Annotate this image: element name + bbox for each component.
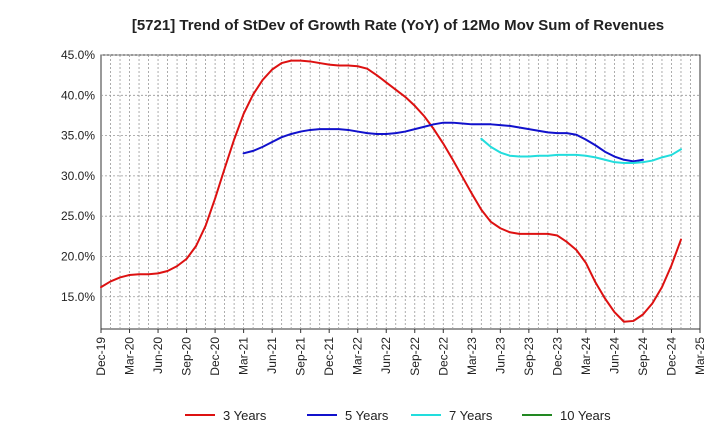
x-tick-label: Sep-20: [180, 337, 194, 376]
y-tick-label: 15.0%: [61, 290, 95, 304]
legend-label: 10 Years: [560, 408, 611, 423]
x-tick-label: Sep-24: [636, 337, 650, 376]
y-tick-label: 25.0%: [61, 209, 95, 223]
y-tick-label: 40.0%: [61, 88, 95, 102]
x-tick-label: Mar-21: [237, 337, 251, 375]
y-axis: 15.0% 20.0% 25.0% 30.0% 35.0% 40.0% 45.0%: [61, 48, 95, 304]
x-tick-label: Dec-24: [664, 337, 678, 376]
x-tick-label: Dec-20: [208, 337, 222, 376]
x-axis: Dec-19 Mar-20 Jun-20 Sep-20 Dec-20 Mar-21 Jun-…: [94, 329, 707, 376]
series-line-5-years: [242, 121, 644, 163]
x-tick-label: Jun-20: [151, 337, 165, 374]
x-tick-label: Sep-23: [522, 337, 536, 376]
y-tick-label: 30.0%: [61, 169, 95, 183]
x-tick-label: Jun-22: [379, 337, 393, 374]
x-tick-label: Mar-22: [351, 337, 365, 375]
y-tick-label: 20.0%: [61, 249, 95, 263]
x-tick-label: Jun-21: [265, 337, 279, 374]
x-tick-label: Jun-23: [493, 337, 507, 374]
chart-title: [5721] Trend of StDev of Growth Rate (Yo…: [132, 17, 664, 34]
grid: [101, 54, 700, 329]
x-tick-label: Sep-21: [294, 337, 308, 376]
x-tick-label: Mar-25: [693, 337, 707, 375]
x-tick-label: Jun-24: [607, 337, 621, 374]
series-line-3-years: [100, 59, 682, 323]
series-line-7-years: [480, 137, 682, 164]
y-tick-label: 45.0%: [61, 48, 95, 62]
x-tick-label: Mar-24: [579, 337, 593, 375]
legend-label: 7 Years: [449, 408, 493, 423]
plot-area: [100, 54, 701, 330]
series-group: [100, 59, 682, 323]
legend: 3 Years 5 Years 7 Years 10 Years: [185, 408, 611, 423]
x-tick-label: Dec-21: [322, 337, 336, 376]
y-tick-label: 35.0%: [61, 129, 95, 143]
legend-label: 5 Years: [345, 408, 389, 423]
x-tick-label: Sep-22: [408, 337, 422, 376]
x-tick-label: Dec-19: [94, 337, 108, 376]
legend-label: 3 Years: [223, 408, 267, 423]
x-tick-label: Dec-22: [436, 337, 450, 376]
x-tick-label: Mar-23: [465, 337, 479, 375]
x-tick-label: Dec-23: [550, 337, 564, 376]
x-tick-label: Mar-20: [123, 337, 137, 375]
